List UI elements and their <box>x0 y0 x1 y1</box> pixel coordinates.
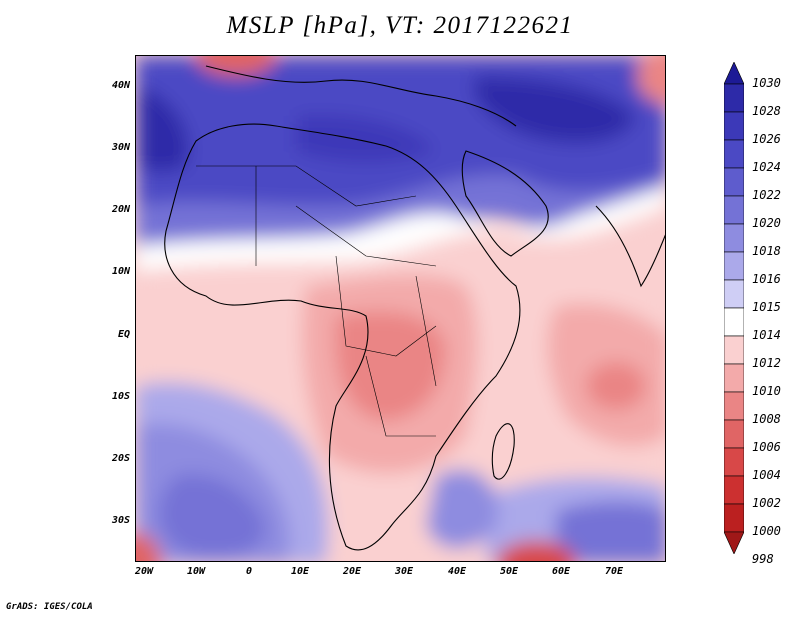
legend-swatch <box>724 447 744 477</box>
legend-swatch <box>724 335 744 365</box>
x-tick-label: 60E <box>552 566 571 577</box>
x-tick-label: 70E <box>605 566 624 577</box>
country-borders <box>196 165 437 437</box>
legend-swatch <box>724 195 744 225</box>
legend-level-label: 1010 <box>752 384 781 398</box>
legend-swatch <box>724 475 744 505</box>
x-tick-label: 0 <box>246 566 253 577</box>
legend-level-label: 1024 <box>752 160 781 174</box>
x-tick-label: 40E <box>448 566 467 577</box>
legend-level-label: 1012 <box>752 356 781 370</box>
legend-swatch <box>724 139 744 169</box>
legend-swatch <box>724 503 744 533</box>
legend-level-label: 1018 <box>752 244 781 258</box>
y-tick-label: 10S <box>111 391 130 402</box>
legend-swatch <box>724 391 744 421</box>
madagascar-coast <box>491 423 515 480</box>
legend-swatch <box>724 111 744 141</box>
legend-level-label: 1015 <box>752 300 781 314</box>
legend-level-label: 1004 <box>752 468 781 482</box>
y-tick-label: 30N <box>111 142 130 153</box>
legend-level-label: 998 <box>752 552 774 566</box>
y-tick-label: 20S <box>111 453 130 464</box>
color-legend <box>724 62 744 554</box>
legend-swatch <box>724 419 744 449</box>
y-tick-label: 30S <box>111 515 130 526</box>
mediterranean-coast <box>205 65 517 127</box>
legend-top-triangle <box>724 62 744 85</box>
x-tick-label: 50E <box>500 566 519 577</box>
legend-level-label: 1020 <box>752 216 781 230</box>
x-tick-label: 20W <box>135 566 154 577</box>
x-tick-label: 10W <box>187 566 206 577</box>
legend-level-label: 1026 <box>752 132 781 146</box>
legend-swatch <box>724 223 744 253</box>
pressure-field <box>136 56 665 561</box>
legend-level-label: 1016 <box>752 272 781 286</box>
x-tick-label: 30E <box>395 566 414 577</box>
coastlines <box>164 65 665 551</box>
legend-bottom-triangle <box>724 531 744 554</box>
africa-coast <box>164 123 521 551</box>
india-coast <box>595 205 665 288</box>
legend-level-label: 1030 <box>752 76 781 90</box>
grads-credit: GrADS: IGES/COLA <box>6 602 93 612</box>
arabia-coast <box>461 150 549 257</box>
y-tick-label: EQ <box>117 329 130 340</box>
y-tick-label: 10N <box>111 266 130 277</box>
pressure-map <box>135 55 666 562</box>
y-tick-label: 40N <box>111 80 130 91</box>
legend-swatch <box>724 83 744 113</box>
map-title: MSLP [hPa], VT: 2017122621 <box>226 12 574 39</box>
x-tick-label: 10E <box>291 566 310 577</box>
legend-level-label: 1002 <box>752 496 781 510</box>
legend-swatch <box>724 279 744 309</box>
legend-level-label: 1006 <box>752 440 781 454</box>
y-tick-label: 20N <box>111 204 130 215</box>
legend-level-label: 1014 <box>752 328 781 342</box>
x-tick-label: 20E <box>343 566 362 577</box>
legend-swatch <box>724 363 744 393</box>
legend-swatch <box>724 251 744 281</box>
legend-level-label: 1008 <box>752 412 781 426</box>
legend-swatch <box>724 307 744 337</box>
legend-level-label: 1022 <box>752 188 781 202</box>
legend-level-label: 1028 <box>752 104 781 118</box>
legend-level-label: 1000 <box>752 524 781 538</box>
legend-swatch <box>724 167 744 197</box>
